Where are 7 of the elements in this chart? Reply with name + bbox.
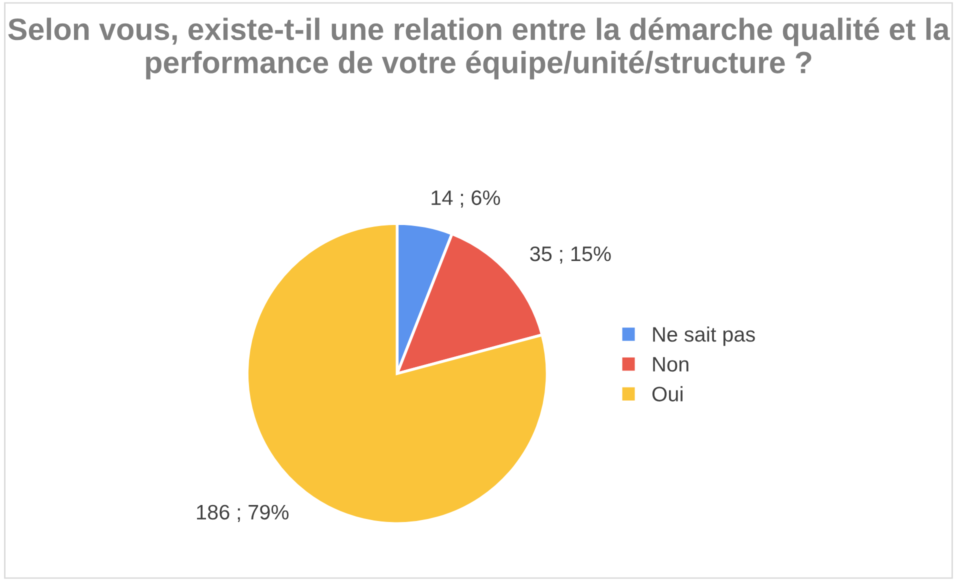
data-label: 186 ; 79% — [197, 504, 289, 522]
chart-title: Selon vous, existe-t-il une relation entre la démarche qualité et la performance de votre équipe/unité/structure ? — [8, 17, 950, 80]
data-label: 35 ; 15% — [530, 246, 611, 264]
legend-label: Oui — [652, 386, 682, 402]
data-label: 14 ; 6% — [432, 190, 500, 208]
legend-label: Non — [653, 357, 688, 372]
legend-label: Ne sait pas — [653, 326, 755, 346]
